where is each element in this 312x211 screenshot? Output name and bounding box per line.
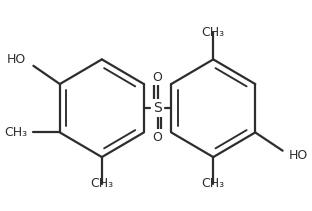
Text: HO: HO — [289, 149, 308, 162]
Text: S: S — [153, 101, 162, 115]
Text: HO: HO — [7, 53, 26, 66]
Text: CH₃: CH₃ — [4, 126, 27, 139]
Text: CH₃: CH₃ — [202, 26, 225, 39]
Text: CH₃: CH₃ — [90, 177, 114, 190]
Text: O: O — [153, 130, 163, 143]
Text: CH₃: CH₃ — [202, 177, 225, 190]
Text: O: O — [153, 71, 163, 84]
